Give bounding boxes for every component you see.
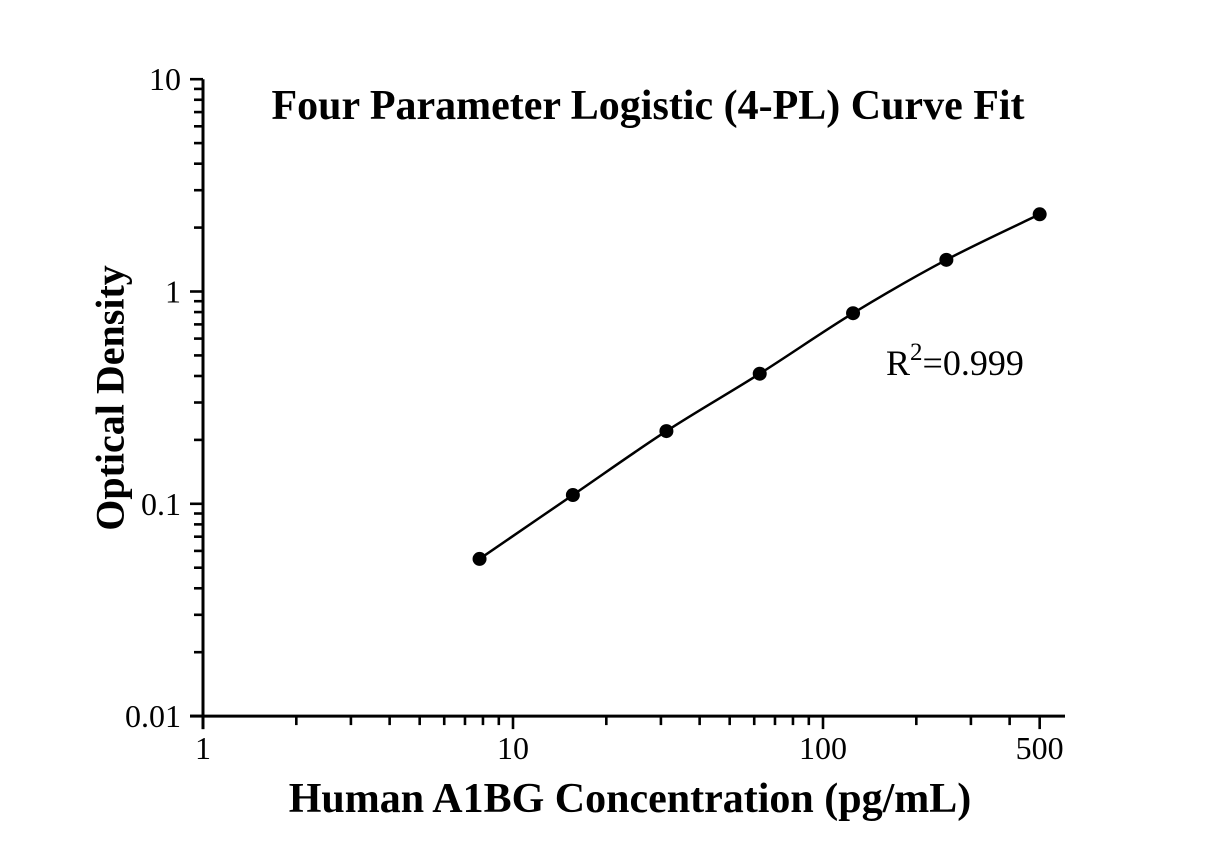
x-tick-label: 500 — [1016, 730, 1064, 766]
data-point-marker — [659, 424, 674, 439]
x-axis-ticks: 1 10 100 500 — [195, 716, 1064, 766]
axes — [190, 79, 1065, 730]
x-tick-label: 100 — [799, 730, 847, 766]
y-tick-label: 0.1 — [141, 486, 181, 522]
curve — [478, 213, 1041, 560]
y-tick-label: 0.01 — [125, 698, 181, 734]
data-point-marker — [565, 488, 580, 503]
r-squared-annotation: R2=0.999 — [886, 340, 1024, 383]
x-tick-label: 1 — [195, 730, 211, 766]
chart-title: Four Parameter Logistic (4-PL) Curve Fit — [271, 83, 1025, 129]
data-point-marker — [752, 366, 767, 381]
y-axis-ticks: 10 1 0.1 0.01 — [125, 61, 203, 734]
y-tick-label: 10 — [149, 61, 181, 97]
fit-curve — [478, 213, 1041, 560]
data-point-marker — [472, 551, 487, 566]
x-tick-label: 10 — [497, 730, 529, 766]
r-squared-base: R — [886, 343, 911, 383]
y-axis-label: Optical Density — [87, 265, 133, 531]
data-point-marker — [1032, 207, 1047, 222]
y-tick-label: 1 — [165, 274, 181, 310]
data-point-marker — [846, 306, 861, 321]
data-point-marker — [939, 252, 954, 267]
r-squared-exponent: 2 — [910, 339, 923, 366]
data-points — [472, 207, 1047, 566]
x-axis-label: Human A1BG Concentration (pg/mL) — [288, 776, 972, 822]
r-squared-value: =0.999 — [922, 343, 1024, 383]
